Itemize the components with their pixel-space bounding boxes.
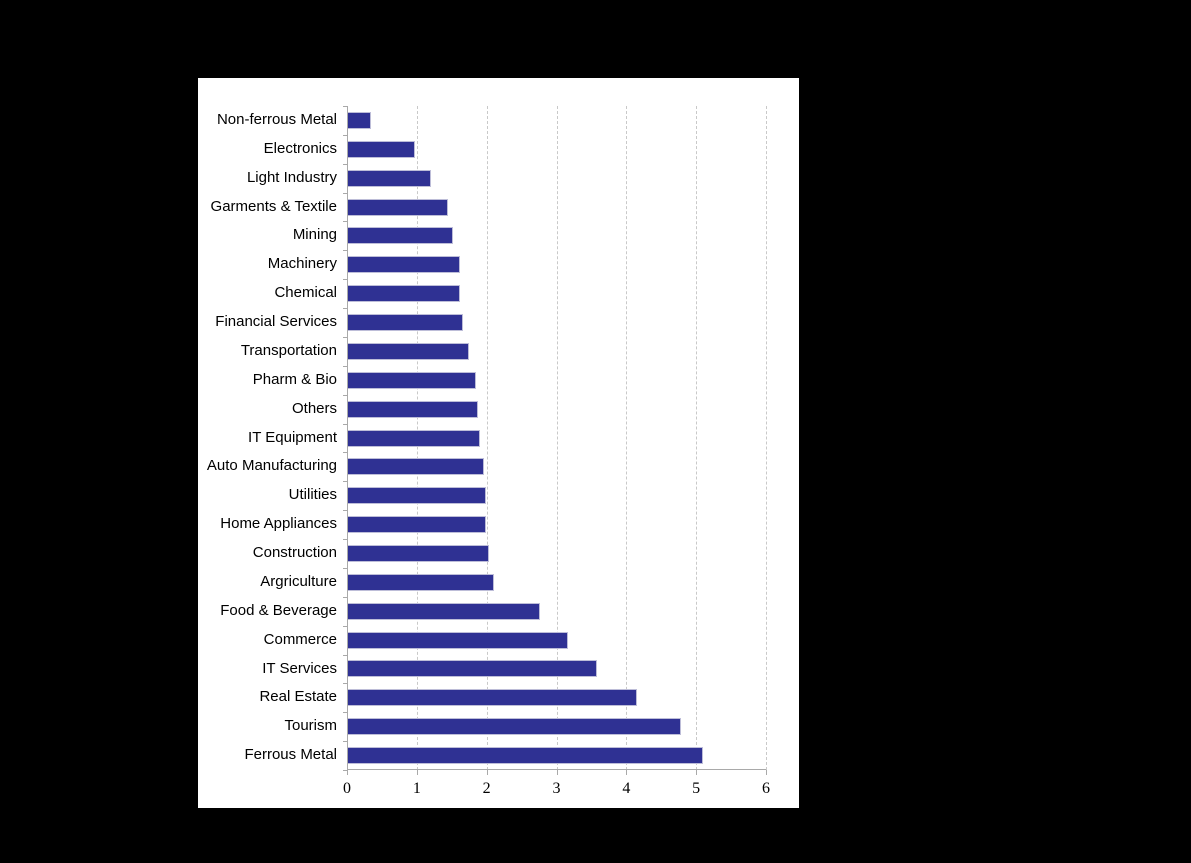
y-axis-tick — [343, 596, 347, 598]
bar-it-services — [347, 660, 597, 678]
category-label: Tourism — [284, 717, 337, 735]
y-axis-tick — [343, 452, 347, 454]
bar-ferrous-metal — [347, 747, 704, 765]
y-axis-tick — [343, 567, 347, 569]
x-axis-tick — [626, 770, 628, 775]
x-tick-label: 0 — [343, 780, 351, 797]
bar-construction — [347, 544, 490, 562]
bar-pharm-bio — [347, 371, 477, 389]
category-label: Non-ferrous Metal — [216, 111, 337, 128]
bar-electronics — [347, 140, 415, 158]
x-tick-label: 5 — [692, 780, 701, 797]
y-axis-tick — [343, 250, 347, 252]
x-tick-label: 4 — [622, 780, 631, 797]
category-label: Machinery — [267, 255, 337, 273]
x-tick-label: 1 — [412, 780, 421, 797]
x-axis-line — [347, 769, 766, 770]
category-label: Pharm & Bio — [252, 370, 337, 388]
chart-panel: Non-ferrous Metal Electronics Light Indust… — [198, 78, 799, 808]
y-axis-tick — [343, 106, 347, 107]
category-label: Garments & Textile — [210, 197, 337, 215]
category-label: Home Appliances — [220, 515, 337, 533]
bar-others — [347, 400, 478, 418]
y-axis-tick — [343, 683, 347, 685]
gridline — [766, 106, 767, 770]
category-label: Ferrous Metal — [244, 746, 337, 764]
y-axis-tick — [343, 308, 347, 310]
bar-it-equipment — [347, 429, 481, 447]
category-label: Mining — [292, 226, 337, 244]
y-axis-tick — [343, 134, 347, 136]
category-label: Commerce — [263, 630, 337, 648]
y-axis-tick — [343, 712, 347, 714]
category-label: Auto Manufacturing — [206, 457, 337, 475]
bar-transportation — [347, 342, 469, 360]
bar-home-appliances — [347, 516, 486, 534]
category-label: Financial Services — [215, 313, 337, 331]
category-label: IT Equipment — [248, 428, 337, 446]
plot-area — [343, 106, 767, 775]
gridline — [556, 106, 558, 770]
bar-utilities — [347, 487, 486, 505]
y-axis-tick — [343, 481, 347, 483]
y-axis-tick — [343, 163, 347, 165]
y-axis-tick — [343, 654, 347, 656]
category-label: Transportation — [240, 341, 337, 359]
bar-auto-manufacturing — [347, 458, 484, 476]
category-label: Construction — [252, 544, 337, 562]
bar-machinery — [347, 256, 461, 274]
bar-financial-services — [347, 314, 463, 332]
gridline — [626, 106, 628, 770]
x-axis-tick — [556, 770, 558, 775]
bar-commerce — [347, 631, 569, 649]
y-axis-tick — [343, 221, 347, 223]
y-axis-tick — [343, 192, 347, 194]
y-axis-tick — [343, 510, 347, 512]
y-axis-tick — [343, 279, 347, 281]
y-axis-tick — [343, 423, 347, 425]
bar-real-estate — [347, 689, 637, 707]
category-label: Food & Beverage — [220, 601, 337, 619]
y-axis-tick — [343, 770, 347, 771]
category-label: Real Estate — [259, 688, 337, 706]
x-axis-tick — [486, 770, 488, 775]
category-label: Light Industry — [246, 168, 337, 186]
bar-tourism — [347, 718, 681, 736]
category-label: IT Services — [262, 659, 337, 677]
bar-mining — [347, 227, 454, 245]
bar-light-industry — [347, 169, 432, 187]
y-axis-tick — [343, 394, 347, 396]
y-axis-tick — [343, 539, 347, 541]
x-tick-label: 6 — [762, 780, 770, 797]
x-tick-label: 2 — [482, 780, 491, 797]
y-axis-tick — [343, 365, 347, 367]
category-label: Chemical — [274, 284, 337, 302]
y-axis-tick — [343, 625, 347, 627]
x-tick-label: 3 — [552, 780, 561, 797]
x-axis-tick — [416, 770, 418, 775]
x-axis-tick — [696, 770, 698, 775]
bar-garments-textile — [347, 198, 449, 216]
category-label: Others — [291, 399, 337, 417]
category-label: Electronics — [263, 139, 337, 157]
y-axis-tick — [343, 741, 347, 743]
category-label: Utilities — [288, 486, 337, 504]
y-axis-tick — [343, 336, 347, 338]
x-axis-tick — [766, 770, 767, 775]
bar-food-beverage — [347, 602, 541, 620]
bar-argriculture — [347, 573, 495, 591]
gridline — [696, 106, 698, 770]
y-axis-line — [347, 106, 348, 770]
bar-chemical — [347, 285, 461, 303]
bar-non-ferrous-metal — [347, 111, 372, 129]
x-axis-tick — [347, 770, 348, 775]
gridline — [486, 106, 488, 770]
category-label: Argriculture — [260, 572, 337, 590]
